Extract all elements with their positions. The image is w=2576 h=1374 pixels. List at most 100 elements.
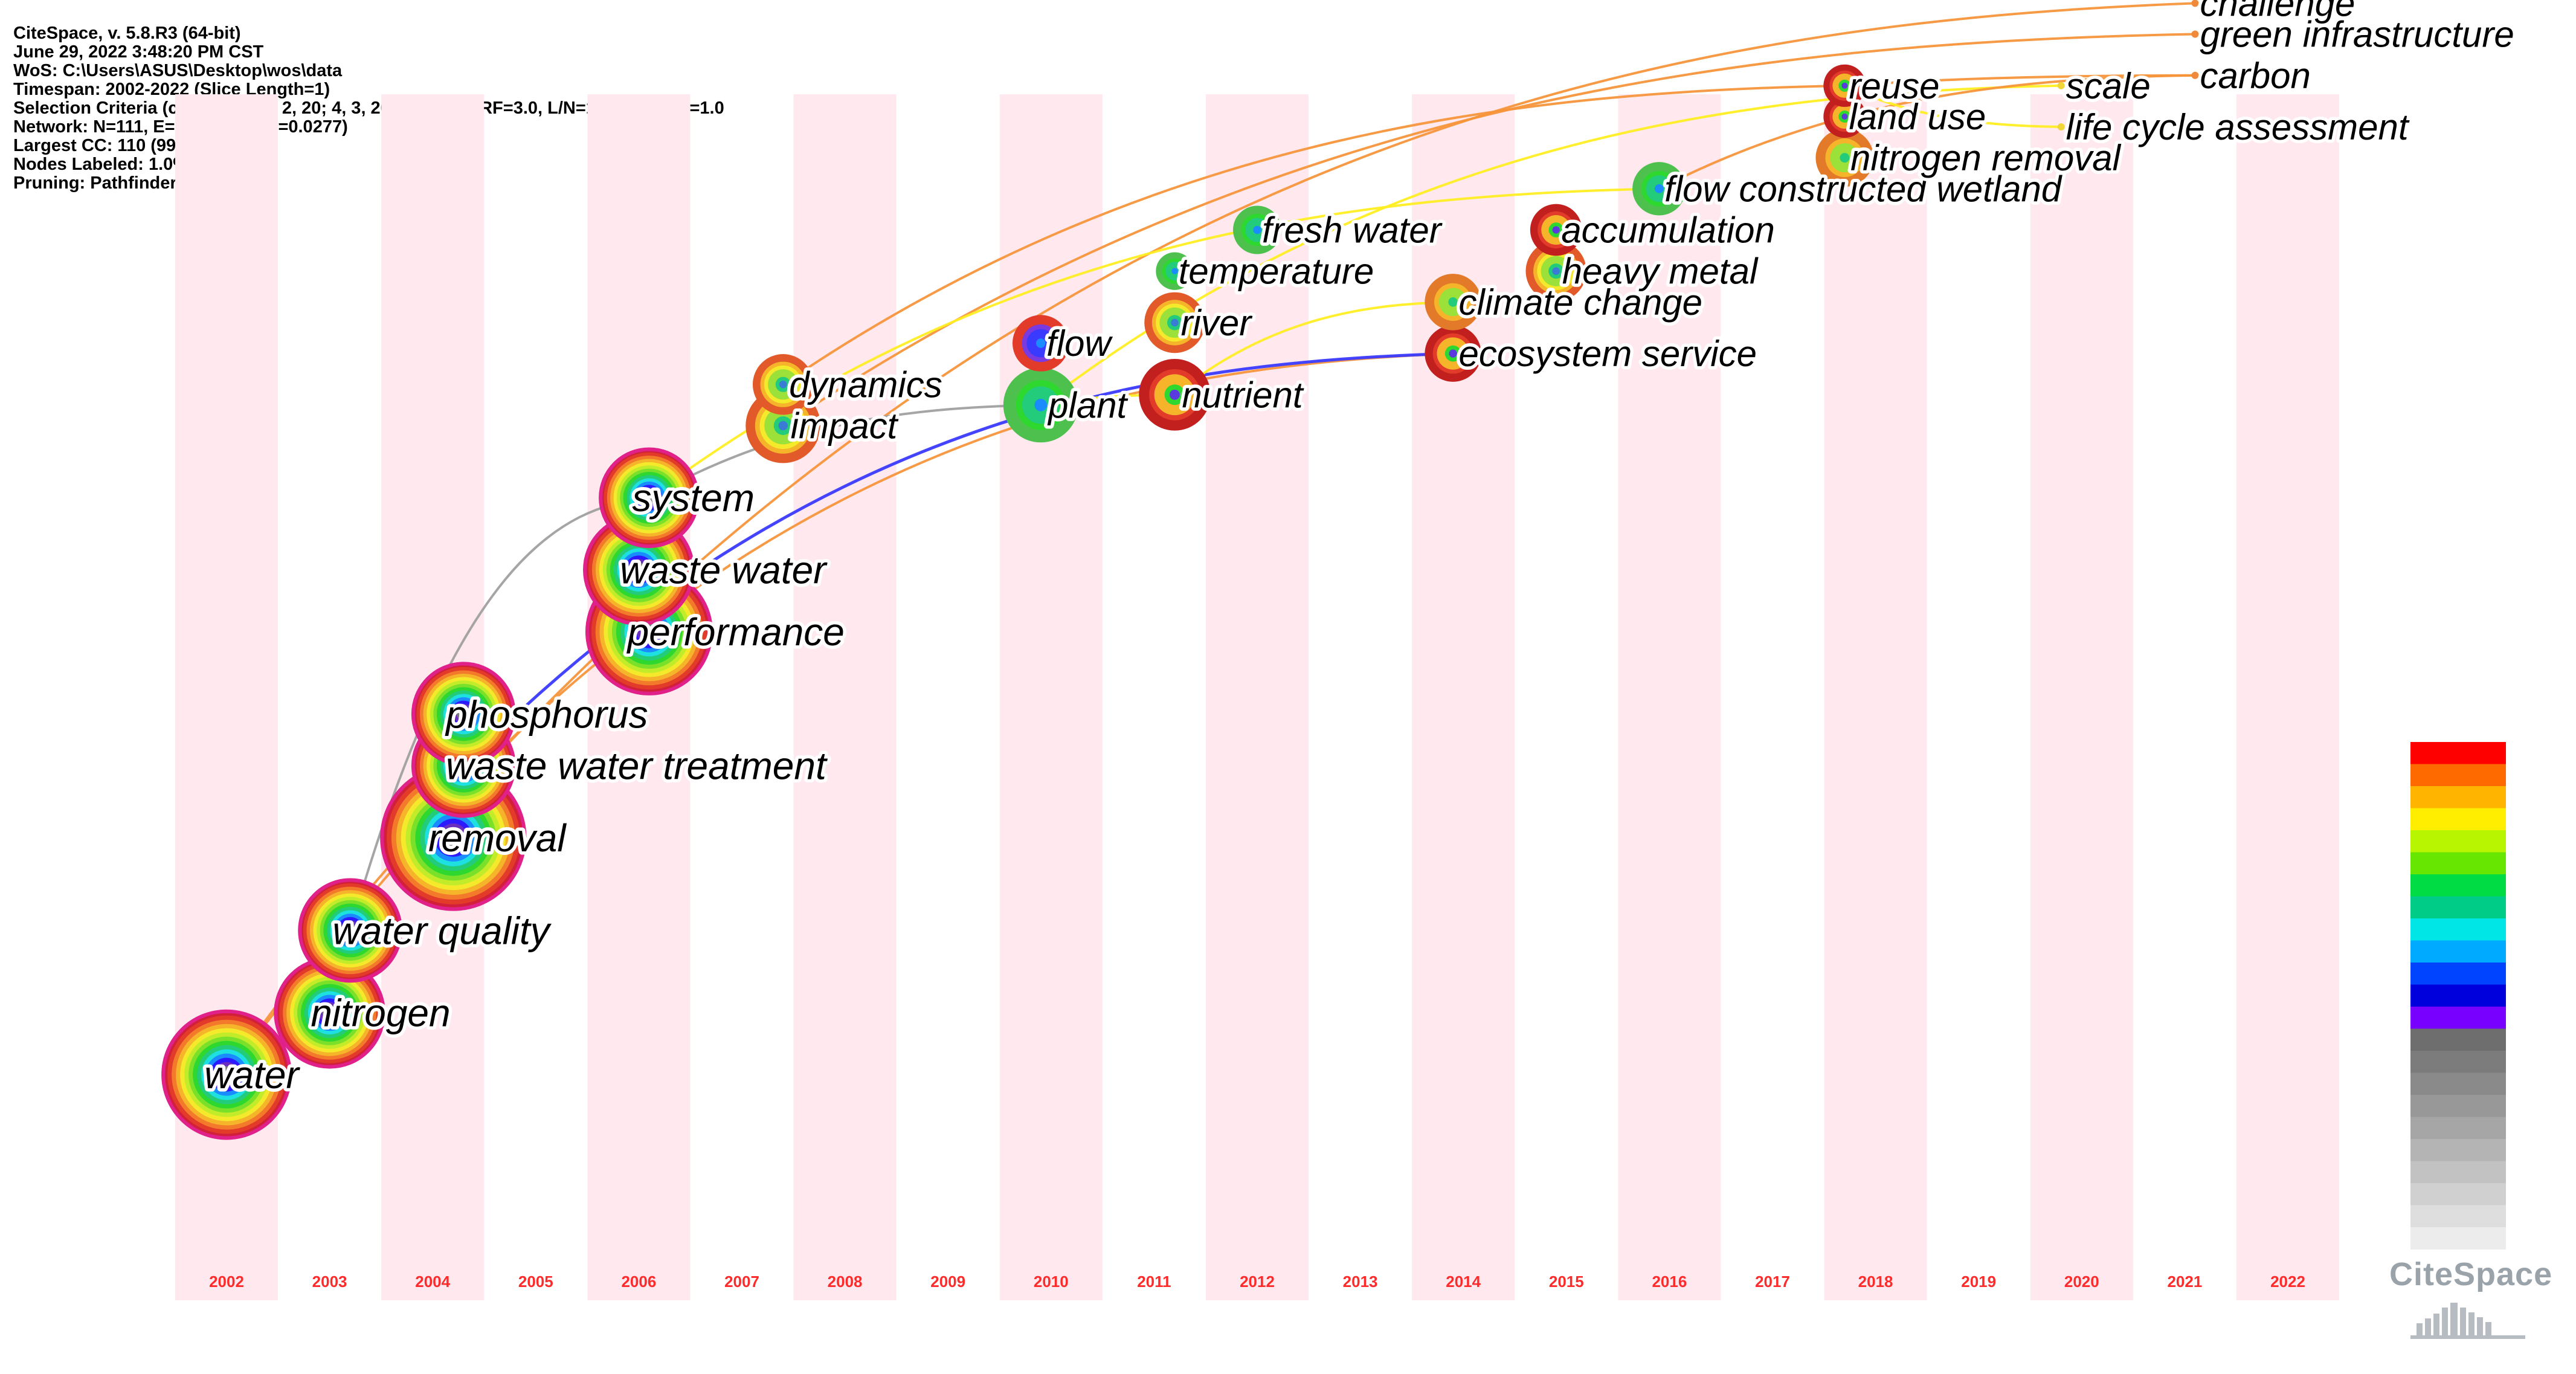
- edge: [1844, 84, 2061, 128]
- node-ecosystem_service: [1425, 325, 1481, 382]
- year-band: [1618, 94, 1721, 1300]
- year-band: [587, 94, 691, 1300]
- node-label: water quality: [333, 909, 552, 952]
- node-label: carbon: [2200, 56, 2310, 96]
- node-label: nitrogen: [311, 992, 450, 1035]
- year-label: 2016: [1652, 1272, 1687, 1291]
- year-label: 2002: [209, 1272, 244, 1291]
- year-label: 2013: [1343, 1272, 1378, 1291]
- node-label: waste water: [620, 549, 828, 592]
- info-line: Largest CC: 110 (99%): [13, 136, 198, 155]
- year-band: [2030, 94, 2133, 1300]
- legend-swatch: [2410, 940, 2506, 963]
- info-line: Nodes Labeled: 1.0%: [13, 155, 189, 174]
- node-dot: [2057, 82, 2065, 89]
- legend-swatch: [2410, 1205, 2506, 1228]
- node-ring: [348, 929, 352, 932]
- legend-swatch: [2410, 1007, 2506, 1029]
- edge: [1174, 300, 1454, 396]
- node-label: nitrogen removal: [1850, 138, 2122, 178]
- node-label: reuse: [1849, 66, 1939, 106]
- year-band: [999, 94, 1103, 1300]
- node-green_infra: [2191, 30, 2199, 38]
- node-label: river: [1181, 303, 1253, 343]
- year-label: 2010: [1034, 1272, 1069, 1291]
- node-plant: [1003, 367, 1078, 443]
- node-label: climate change: [1458, 282, 1702, 323]
- edge: [1040, 84, 2061, 406]
- year-label: 2011: [1137, 1272, 1171, 1291]
- node-label: temperature: [1179, 251, 1374, 292]
- year-label: 2014: [1446, 1272, 1481, 1291]
- citespace-logo-text: CiteSpace: [2389, 1256, 2553, 1292]
- node-label: impact: [791, 405, 899, 446]
- year-label: 2022: [2270, 1272, 2305, 1291]
- edge: [1844, 74, 2195, 87]
- node-ring: [1840, 153, 1850, 163]
- year-label: 2020: [2064, 1272, 2099, 1291]
- node-carbon: [2191, 71, 2199, 79]
- network-info-panel: CiteSpace, v. 5.8.R3 (64-bit) June 29, 20…: [13, 24, 724, 193]
- year-label: 2009: [930, 1272, 965, 1291]
- edge: [1658, 74, 2195, 190]
- node-dot: [2191, 0, 2199, 7]
- node-ring: [1170, 389, 1180, 400]
- legend-swatch: [2410, 1161, 2506, 1184]
- color-legend: [2410, 742, 2506, 1250]
- node-dynamics: [752, 354, 814, 415]
- legend-swatch: [2410, 1227, 2506, 1250]
- node-fresh_water: [1233, 205, 1281, 254]
- node-label: water: [204, 1053, 300, 1097]
- node-system: [599, 447, 700, 549]
- node-outline: [599, 447, 700, 549]
- legend-swatch: [2410, 896, 2506, 919]
- node-challenge: [2191, 0, 2199, 7]
- info-line: CiteSpace, v. 5.8.R3 (64-bit): [13, 24, 241, 43]
- year-band: [1412, 94, 1515, 1300]
- node-ring: [779, 380, 787, 389]
- legend-swatch: [2410, 1051, 2506, 1073]
- node-label: removal: [428, 816, 567, 860]
- node-scale: [2057, 82, 2065, 89]
- legend-swatch: [2410, 1117, 2506, 1140]
- node-label: land use: [1849, 97, 1986, 137]
- node-ring: [1034, 399, 1048, 411]
- node-ring: [1552, 226, 1560, 234]
- node-heavy_metal: [1525, 240, 1586, 302]
- node-temperature: [1156, 252, 1194, 290]
- node-label: flow constructed wetland: [1664, 169, 2062, 209]
- node-ring: [451, 835, 456, 840]
- legend-swatch: [2410, 808, 2506, 831]
- year-band: [1824, 94, 1927, 1300]
- year-band: [2236, 94, 2339, 1300]
- node-label: performance: [626, 610, 845, 654]
- node-label: phosphorus: [445, 692, 648, 736]
- node-accumulation: [1530, 204, 1582, 256]
- node-dot: [2191, 30, 2199, 38]
- node-reuse: [1823, 64, 1866, 107]
- node-ring: [1171, 318, 1179, 327]
- legend-swatch: [2410, 918, 2506, 941]
- year-label: 2003: [312, 1272, 347, 1291]
- year-label: 2015: [1549, 1272, 1584, 1291]
- node-ring: [224, 1072, 229, 1077]
- node-ring: [327, 1011, 332, 1015]
- node-ring: [637, 568, 641, 572]
- year-label: 2007: [724, 1272, 759, 1291]
- node-ring: [1654, 184, 1664, 193]
- legend-swatch: [2410, 852, 2506, 875]
- year-band: [793, 94, 897, 1300]
- node-label: ecosystem service: [1458, 334, 1756, 374]
- edge: [782, 84, 1845, 385]
- info-line: Pruning: Pathfinder: [13, 173, 177, 193]
- node-water: [161, 1009, 292, 1140]
- node-label: heavy metal: [1562, 251, 1759, 292]
- node-ring: [462, 712, 466, 716]
- node-ring: [1841, 113, 1848, 120]
- node-nitrogen: [274, 956, 385, 1069]
- year-label: 2008: [828, 1272, 863, 1291]
- citespace-logo-icon: [2410, 1303, 2525, 1339]
- nodes: [161, 0, 2199, 1140]
- year-label: 2004: [415, 1272, 450, 1291]
